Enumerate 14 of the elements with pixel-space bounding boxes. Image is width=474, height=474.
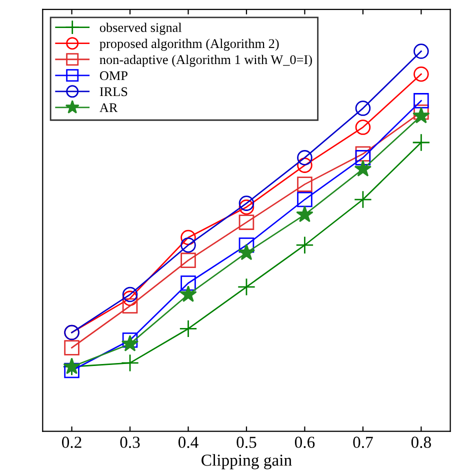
x-tick-label: 0.8 [411,436,431,448]
legend-label: IRLS [100,87,128,96]
x-axis-title: Clipping gain [202,454,292,470]
legend-label: OMP [100,71,128,80]
legend-label: AR [100,103,118,112]
x-tick-label: 0.3 [120,436,140,448]
x-tick-label: 0.6 [294,436,315,448]
x-tick-label: 0.5 [236,436,256,448]
x-tick-label: 0.7 [353,436,373,448]
legend-label: observed signal [100,22,182,35]
legend-label: non-adaptive (Algorithm 1 with W_0=I) [100,54,312,67]
x-tick-label: 0.2 [62,436,82,448]
legend-label: proposed algorithm (Algorithm 2) [100,38,279,51]
x-tick-label: 0.4 [178,436,198,448]
